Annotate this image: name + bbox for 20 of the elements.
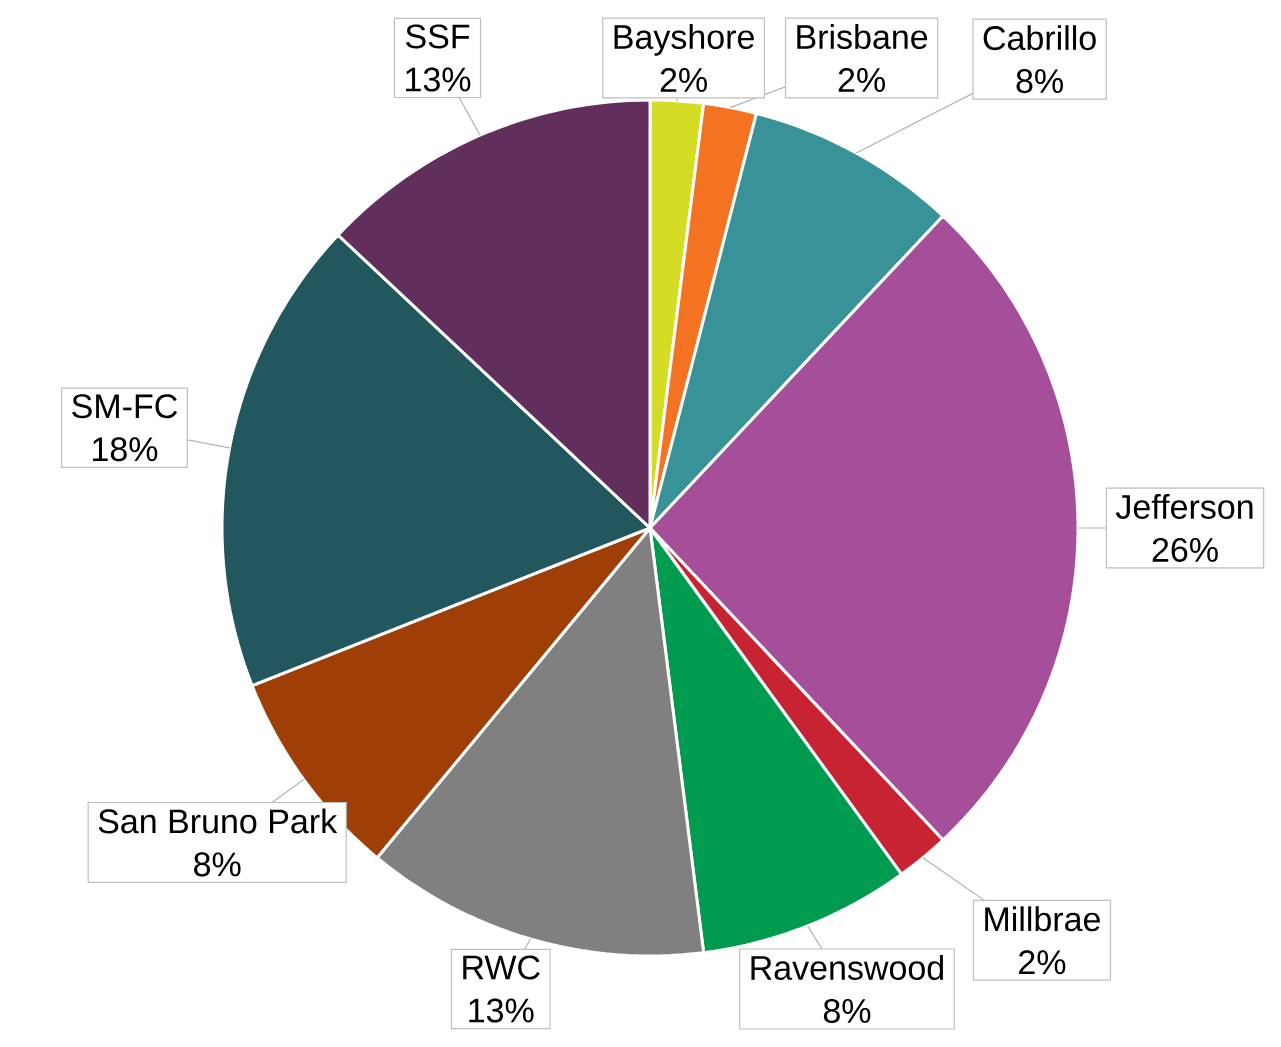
slice-label: SM-FC [72, 394, 178, 419]
slice-label: Jefferson [1115, 494, 1253, 519]
data-label: 8% [1016, 69, 1063, 94]
data-label: 13% [469, 998, 534, 1023]
slice-label: SSF [406, 24, 470, 49]
data-label: 13% [406, 67, 471, 92]
slice-label: Brisbane [797, 24, 928, 50]
data-label: 8% [194, 852, 241, 877]
data-label: 8% [823, 998, 871, 1023]
slice-label: San Bruno Park [98, 808, 338, 834]
slice-label: Millbrae [985, 906, 1100, 932]
slice-label: Cabrillo [983, 25, 1096, 51]
data-label: 26% [1152, 537, 1218, 562]
data-label: 18% [93, 437, 158, 462]
data-label: 2% [660, 67, 707, 92]
data-label: 2% [1019, 950, 1066, 975]
slice-label: Bayshore [614, 24, 754, 56]
slice-label: RWC [463, 955, 540, 980]
slice-label: Ravenswood [751, 955, 944, 980]
data-label: 2% [838, 67, 885, 92]
